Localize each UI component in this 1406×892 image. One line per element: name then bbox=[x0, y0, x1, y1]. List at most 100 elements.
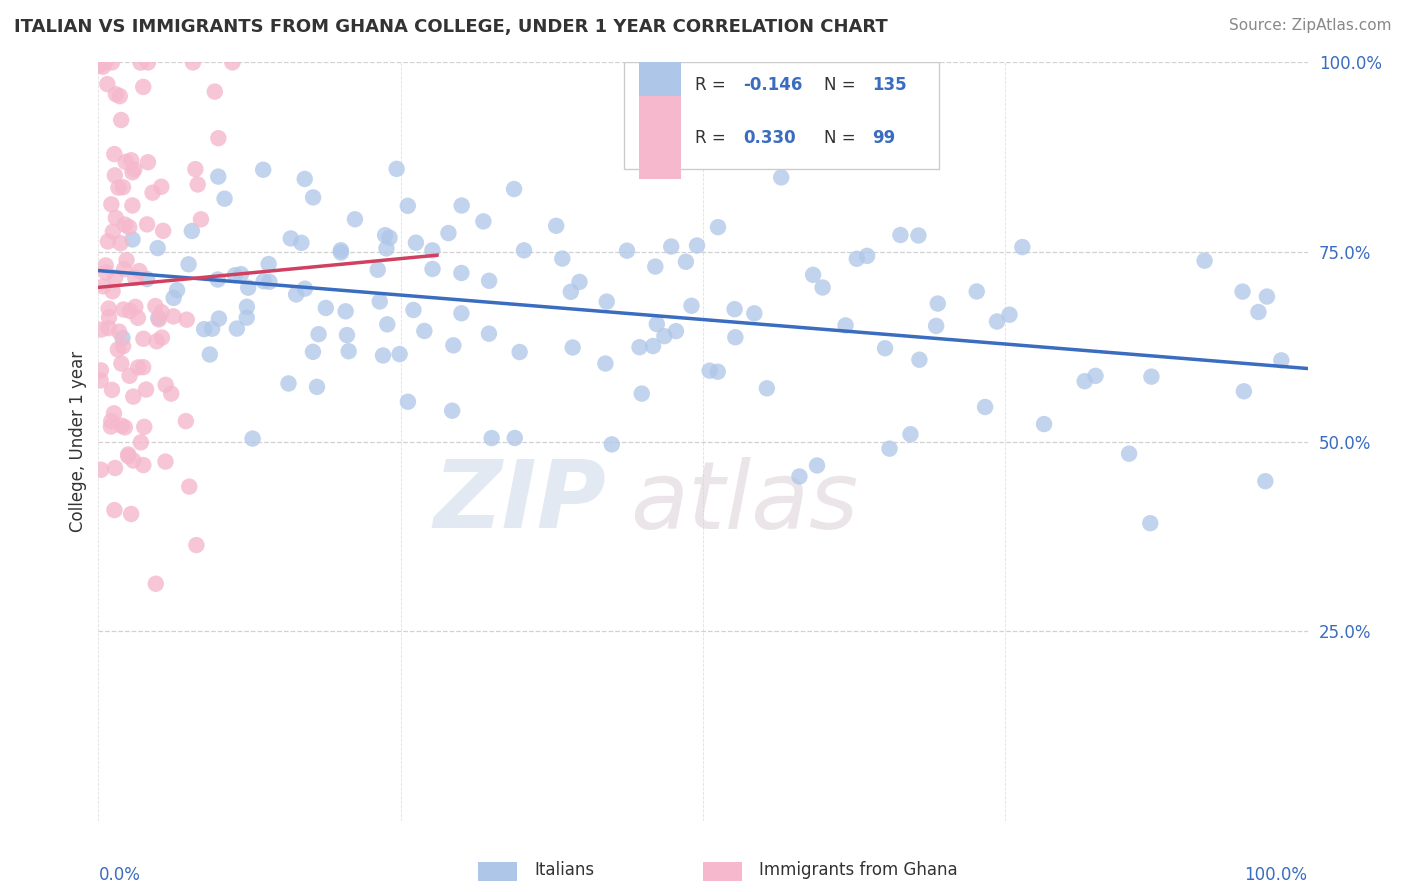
Point bbox=[111, 418, 134, 433]
Point bbox=[686, 238, 709, 252]
Text: 0.0%: 0.0% bbox=[98, 866, 141, 884]
Point bbox=[628, 340, 651, 354]
Point bbox=[644, 260, 666, 274]
Point bbox=[1270, 353, 1292, 368]
Point bbox=[252, 162, 274, 177]
Point bbox=[103, 503, 125, 517]
Point bbox=[121, 165, 143, 179]
Point bbox=[616, 244, 638, 258]
Point bbox=[143, 299, 166, 313]
Point bbox=[242, 432, 264, 446]
Point bbox=[1194, 253, 1216, 268]
Point bbox=[966, 285, 988, 299]
Point bbox=[207, 169, 229, 184]
Point bbox=[1118, 447, 1140, 461]
Point bbox=[104, 87, 127, 102]
Point bbox=[150, 330, 173, 344]
Point bbox=[155, 377, 177, 392]
Point bbox=[368, 294, 391, 309]
Point bbox=[110, 236, 132, 251]
Point bbox=[124, 270, 146, 285]
Point bbox=[136, 272, 159, 286]
Point bbox=[121, 198, 143, 212]
Point bbox=[187, 178, 209, 192]
Point bbox=[110, 357, 132, 371]
Point bbox=[221, 55, 243, 70]
Point bbox=[177, 257, 200, 271]
Point bbox=[367, 262, 389, 277]
Text: N =: N = bbox=[824, 128, 860, 146]
Point bbox=[1011, 240, 1033, 254]
Point bbox=[595, 357, 617, 371]
Point bbox=[229, 267, 252, 281]
Point bbox=[378, 230, 401, 244]
Point bbox=[560, 285, 582, 299]
Point bbox=[723, 302, 745, 317]
Point bbox=[441, 403, 464, 417]
Point bbox=[450, 306, 472, 320]
Point bbox=[375, 318, 398, 332]
Point bbox=[755, 381, 778, 395]
Point bbox=[118, 368, 141, 383]
Point bbox=[193, 322, 215, 336]
Point bbox=[402, 302, 425, 317]
Point bbox=[335, 304, 357, 318]
Point bbox=[437, 226, 460, 240]
Point bbox=[160, 386, 183, 401]
Point bbox=[166, 283, 188, 297]
Point bbox=[277, 376, 299, 391]
Point bbox=[974, 400, 997, 414]
FancyBboxPatch shape bbox=[638, 43, 682, 127]
Point bbox=[596, 294, 619, 309]
Point bbox=[132, 79, 155, 94]
Point bbox=[108, 89, 131, 103]
Point bbox=[1232, 285, 1254, 299]
Point bbox=[186, 538, 208, 552]
Point bbox=[509, 345, 531, 359]
Point bbox=[132, 458, 155, 472]
Point bbox=[290, 235, 312, 250]
Point bbox=[280, 231, 302, 245]
Point bbox=[132, 360, 155, 375]
Point bbox=[90, 363, 112, 377]
Text: 135: 135 bbox=[872, 76, 907, 94]
FancyBboxPatch shape bbox=[638, 96, 682, 179]
Point bbox=[441, 338, 464, 352]
Point bbox=[1073, 374, 1095, 388]
Point bbox=[388, 347, 411, 361]
Point bbox=[422, 262, 444, 277]
Point bbox=[551, 252, 574, 266]
Point bbox=[101, 383, 124, 397]
Point bbox=[845, 252, 868, 266]
Point bbox=[104, 461, 127, 475]
Point bbox=[1139, 516, 1161, 531]
Point bbox=[101, 225, 124, 239]
Text: N =: N = bbox=[824, 76, 860, 94]
Point bbox=[89, 58, 111, 72]
Point bbox=[96, 77, 118, 91]
Point bbox=[450, 198, 472, 212]
Text: 99: 99 bbox=[872, 128, 896, 146]
Point bbox=[90, 322, 112, 336]
Point bbox=[94, 259, 117, 273]
Point bbox=[184, 162, 207, 177]
Point bbox=[744, 306, 766, 320]
Point bbox=[111, 180, 134, 194]
Point bbox=[1084, 368, 1107, 383]
Point bbox=[101, 55, 124, 70]
Point bbox=[103, 147, 125, 161]
Point bbox=[94, 265, 117, 279]
Point bbox=[107, 343, 129, 357]
Point bbox=[155, 454, 177, 468]
Point bbox=[114, 420, 136, 434]
Point bbox=[108, 325, 131, 339]
Point bbox=[214, 192, 236, 206]
Text: 100.0%: 100.0% bbox=[1244, 866, 1308, 884]
Point bbox=[450, 266, 472, 280]
Point bbox=[329, 244, 352, 258]
Point bbox=[889, 227, 911, 242]
Point bbox=[305, 380, 328, 394]
Point bbox=[97, 235, 120, 249]
Point bbox=[1254, 474, 1277, 488]
Point bbox=[699, 364, 721, 378]
